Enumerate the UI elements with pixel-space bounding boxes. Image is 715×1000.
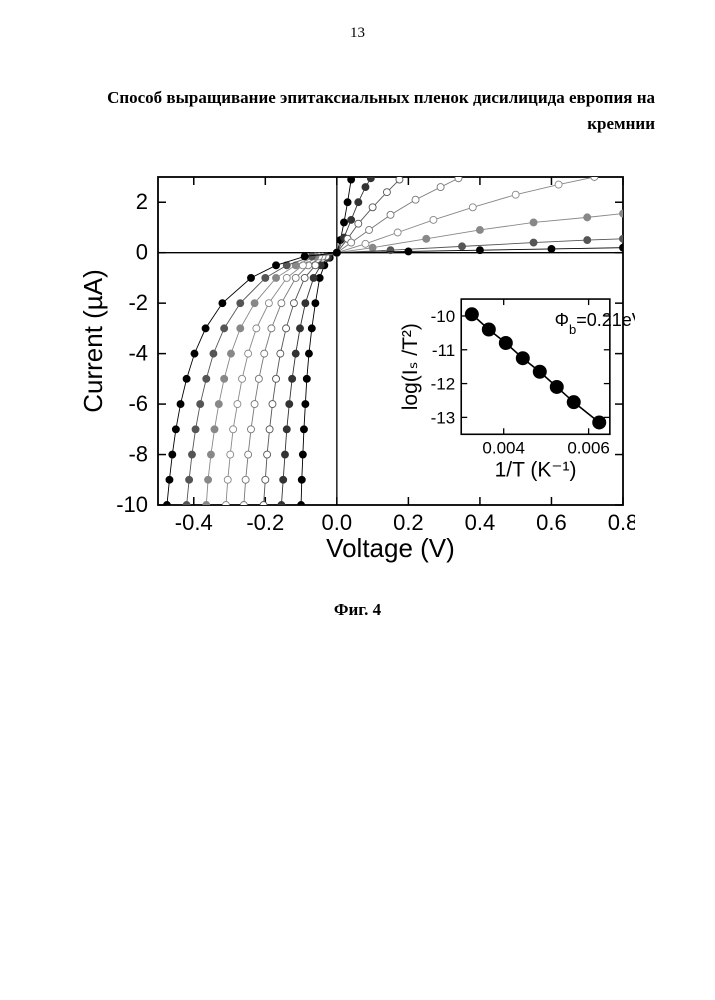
svg-text:Voltage (V): Voltage (V) bbox=[326, 533, 455, 563]
svg-text:-11: -11 bbox=[432, 341, 455, 360]
svg-text:-6: -6 bbox=[128, 391, 148, 416]
svg-text:0.6: 0.6 bbox=[536, 510, 567, 535]
title-line-2: кремнии bbox=[587, 114, 655, 133]
figure-caption: Фиг. 4 bbox=[0, 600, 715, 620]
page: 13 Способ выращивание эпитаксиальных пле… bbox=[0, 0, 715, 1000]
svg-text:0: 0 bbox=[136, 240, 148, 265]
document-title: Способ выращивание эпитаксиальных пленок… bbox=[60, 85, 655, 138]
svg-text:-8: -8 bbox=[128, 442, 148, 467]
svg-text:0.2: 0.2 bbox=[393, 510, 424, 535]
svg-text:0.006: 0.006 bbox=[567, 438, 610, 457]
title-line-1: Способ выращивание эпитаксиальных пленок… bbox=[107, 88, 655, 107]
svg-text:1/T (K⁻¹): 1/T (K⁻¹) bbox=[495, 458, 577, 481]
svg-text:Current (µA): Current (µA) bbox=[80, 269, 108, 413]
svg-text:0.004: 0.004 bbox=[482, 438, 525, 457]
svg-text:log(Iₛ /T²): log(Iₛ /T²) bbox=[399, 323, 422, 410]
main-chart: -0.4 -0.2 0.0 0.2 0.4 0.6 0.8 -10 -8 -6 -4 -2 0 2 Volt… bbox=[80, 165, 635, 565]
svg-text:-13: -13 bbox=[431, 408, 456, 427]
svg-text:2: 2 bbox=[136, 189, 148, 214]
svg-text:-12: -12 bbox=[431, 375, 456, 394]
svg-text:-10: -10 bbox=[431, 307, 456, 326]
page-number: 13 bbox=[0, 25, 715, 42]
svg-text:0.8: 0.8 bbox=[608, 510, 635, 535]
svg-text:-0.2: -0.2 bbox=[246, 510, 284, 535]
svg-text:-0.4: -0.4 bbox=[175, 510, 213, 535]
svg-text:-4: -4 bbox=[128, 341, 148, 366]
svg-text:-2: -2 bbox=[128, 290, 148, 315]
svg-text:0.0: 0.0 bbox=[322, 510, 353, 535]
svg-text:-10: -10 bbox=[116, 492, 148, 517]
svg-text:0.4: 0.4 bbox=[465, 510, 496, 535]
